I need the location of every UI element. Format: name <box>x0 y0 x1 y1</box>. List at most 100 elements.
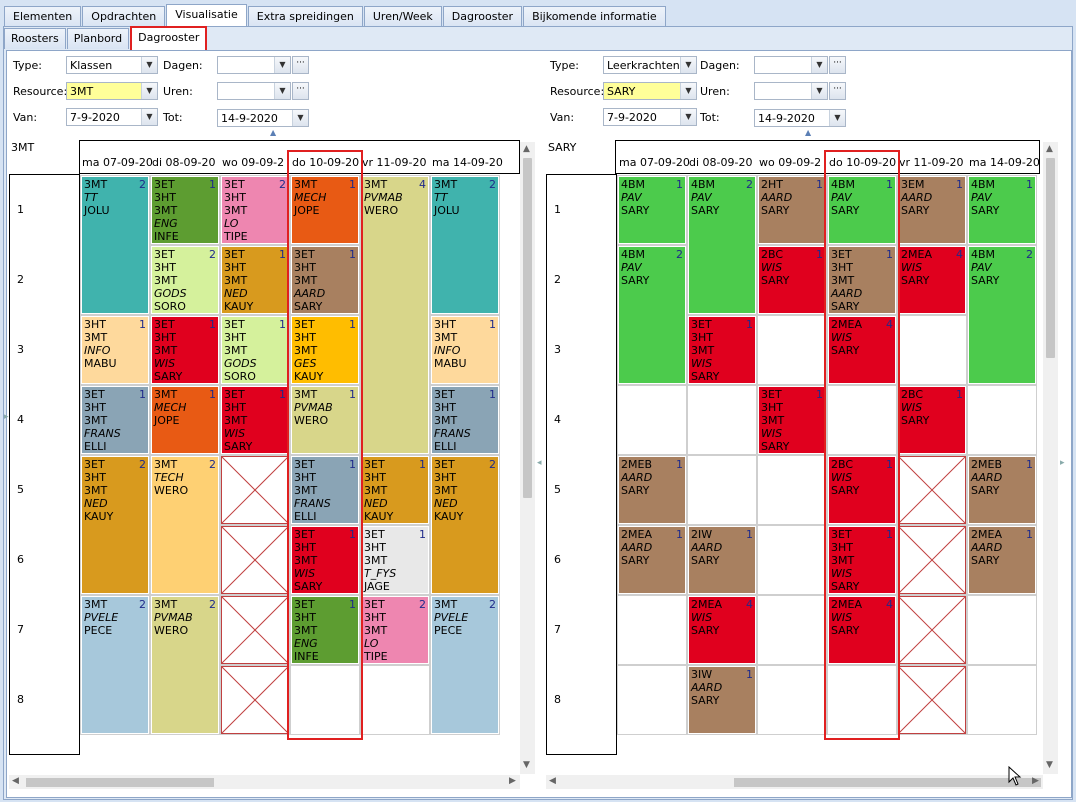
empty-slot[interactable] <box>687 315 757 385</box>
blocked-slot[interactable] <box>898 666 966 734</box>
lesson-block[interactable]: 2MEB AARD SARY 1 <box>968 456 1036 524</box>
blocked-slot[interactable] <box>221 666 289 734</box>
day-header[interactable]: di 08-09-20 <box>689 156 753 169</box>
lesson-block[interactable]: 3IW AARD SARY 1 <box>688 666 756 734</box>
empty-slot[interactable] <box>757 315 827 385</box>
empty-slot[interactable] <box>757 525 827 595</box>
lesson-block[interactable]: 2MEA AARD SARY 1 <box>618 526 686 594</box>
lesson-block[interactable]: 3ET 3HT 3MT LO TIPE 2 <box>361 596 429 664</box>
left-type-select[interactable]: Klassen ▼ <box>66 56 158 74</box>
empty-slot[interactable] <box>360 525 430 595</box>
lesson-block[interactable]: 3ET 3HT 3MT NED KAUY 1 <box>221 246 289 314</box>
left-tot-date[interactable]: 14-9-2020 ▼ <box>217 109 309 127</box>
empty-slot[interactable] <box>687 455 757 525</box>
day-header[interactable]: wo 09-09-2 <box>222 156 285 169</box>
empty-slot[interactable] <box>757 175 827 245</box>
empty-slot[interactable] <box>897 315 967 385</box>
tab-visualisatie[interactable]: Visualisatie <box>166 4 247 27</box>
lesson-block[interactable]: 2MEA AARD SARY 1 <box>968 526 1036 594</box>
empty-slot[interactable] <box>360 455 430 525</box>
day-header[interactable]: do 10-09-20 <box>829 156 897 169</box>
empty-slot[interactable] <box>150 245 220 315</box>
empty-slot[interactable] <box>897 245 967 315</box>
lesson-block[interactable]: 2BC WIS SARY 1 <box>758 246 826 314</box>
lesson-block[interactable]: 2MEA WIS SARY 4 <box>828 596 896 664</box>
chevron-down-icon[interactable]: ▼ <box>141 57 157 73</box>
chevron-down-icon[interactable]: ▼ <box>829 110 845 126</box>
lesson-block[interactable]: 4BM PAV SARY 2 <box>618 246 686 384</box>
lesson-block[interactable]: 3MT TECH WERO 2 <box>151 456 219 594</box>
empty-slot[interactable] <box>150 315 220 385</box>
lesson-block[interactable]: 4BM PAV SARY 2 <box>968 246 1036 384</box>
empty-slot[interactable] <box>897 595 967 665</box>
empty-slot[interactable] <box>687 595 757 665</box>
chevron-down-icon[interactable]: ▼ <box>680 57 696 73</box>
empty-slot[interactable] <box>827 455 897 525</box>
blocked-slot[interactable] <box>898 526 966 594</box>
empty-slot[interactable] <box>757 665 827 735</box>
chevron-down-icon[interactable]: ▼ <box>274 57 290 73</box>
scroll-down-icon[interactable]: ▼ <box>1046 760 1053 770</box>
empty-slot[interactable] <box>290 525 360 595</box>
day-header[interactable]: vr 11-09-20 <box>899 156 964 169</box>
empty-slot[interactable] <box>967 595 1037 665</box>
blocked-slot[interactable] <box>221 456 289 524</box>
blocked-slot[interactable] <box>898 456 966 524</box>
empty-slot[interactable] <box>150 385 220 455</box>
left-panel-collapse-icon[interactable]: ▸ <box>4 412 9 422</box>
chevron-down-icon[interactable]: ▼ <box>811 83 827 99</box>
lesson-block[interactable]: 3ET 3HT 3MT AARD SARY 1 <box>291 246 359 314</box>
right-dagen-ellipsis-button[interactable]: ··· <box>829 56 846 74</box>
lesson-block[interactable]: 3MT TT JOLU 2 <box>431 176 499 314</box>
empty-slot[interactable] <box>220 665 290 735</box>
lesson-block[interactable]: 4BM PAV SARY 2 <box>688 176 756 314</box>
left-hscroll-thumb[interactable] <box>26 778 214 787</box>
empty-slot[interactable] <box>220 595 290 665</box>
lesson-block[interactable]: 3ET 3HT 3MT GODS SORO 2 <box>151 246 219 314</box>
left-uren-ellipsis-button[interactable]: ··· <box>292 82 309 100</box>
tab-extra-spreidingen[interactable]: Extra spreidingen <box>247 6 363 27</box>
tab-opdrachten[interactable]: Opdrachten <box>82 6 166 27</box>
lesson-block[interactable]: 3MT PVMAB WERO 4 <box>361 176 429 454</box>
chevron-down-icon[interactable]: ▼ <box>680 109 696 125</box>
lesson-block[interactable]: 3ET 3HT 3MT WIS SARY 1 <box>688 316 756 384</box>
chevron-down-icon[interactable]: ▼ <box>141 83 157 99</box>
empty-slot[interactable] <box>687 665 757 735</box>
empty-slot[interactable] <box>290 455 360 525</box>
empty-slot[interactable] <box>967 455 1037 525</box>
empty-slot[interactable] <box>757 595 827 665</box>
left-vertical-scrollbar[interactable]: ▲ ▼ <box>520 142 535 774</box>
empty-slot[interactable] <box>617 665 687 735</box>
lesson-block[interactable]: 2MEA WIS SARY 4 <box>688 596 756 664</box>
right-vertical-scrollbar[interactable]: ▲ ▼ <box>1043 142 1058 774</box>
empty-slot[interactable] <box>290 175 360 245</box>
left-vscroll-thumb[interactable] <box>523 158 532 498</box>
lesson-block[interactable]: 3MT PVMAB WERO 1 <box>291 386 359 454</box>
empty-slot[interactable] <box>827 595 897 665</box>
empty-slot[interactable] <box>617 175 687 245</box>
lesson-block[interactable]: 3ET 3HT 3MT WIS SARY 1 <box>828 526 896 594</box>
right-uren-ellipsis-button[interactable]: ··· <box>829 82 846 100</box>
day-header[interactable]: di 08-09-20 <box>152 156 216 169</box>
lesson-block[interactable]: 3ET 3HT 3MT NED KAUY 1 <box>361 456 429 524</box>
scroll-left-icon[interactable]: ◀ <box>549 776 556 786</box>
empty-slot[interactable] <box>617 525 687 595</box>
empty-slot[interactable] <box>687 525 757 595</box>
blocked-slot[interactable] <box>898 596 966 664</box>
empty-slot[interactable] <box>827 525 897 595</box>
empty-slot[interactable] <box>80 315 150 385</box>
left-uren-select[interactable]: ▼ <box>217 82 291 100</box>
empty-slot[interactable] <box>827 665 897 735</box>
lesson-block[interactable]: 2HT AARD SARY 1 <box>758 176 826 244</box>
lesson-block[interactable]: 3ET 3HT 3MT T_FYS JAGE 1 <box>361 526 429 594</box>
empty-slot[interactable] <box>290 665 360 735</box>
empty-slot[interactable] <box>430 385 500 455</box>
chevron-down-icon[interactable]: ▼ <box>274 83 290 99</box>
scroll-right-icon[interactable]: ▶ <box>509 776 516 786</box>
lesson-block[interactable]: 2MEA WIS SARY 4 <box>828 316 896 384</box>
scroll-down-icon[interactable]: ▼ <box>523 760 530 770</box>
lesson-block[interactable]: 3ET 3HT 3MT FRANS ELLI 1 <box>81 386 149 454</box>
day-header[interactable]: ma 07-09-20 <box>619 156 690 169</box>
empty-slot[interactable] <box>757 385 827 455</box>
empty-slot[interactable] <box>80 385 150 455</box>
